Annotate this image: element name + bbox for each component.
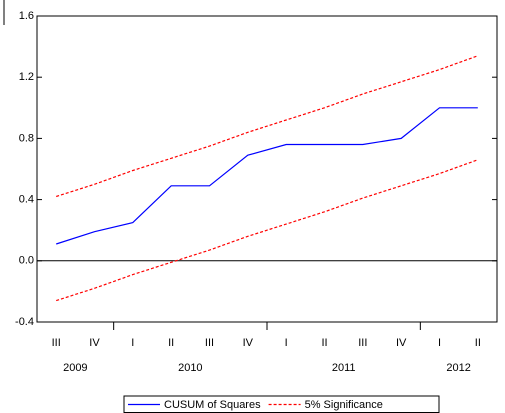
x-tick-label: IV xyxy=(243,337,254,349)
y-tick-label: 0.0 xyxy=(19,255,34,267)
x-tick-label: II xyxy=(168,337,174,349)
x-tick-label: IV xyxy=(89,337,100,349)
series-line xyxy=(56,159,479,302)
x-tick-label: II xyxy=(321,337,327,349)
legend-label: CUSUM of Squares xyxy=(164,399,261,411)
x-tick-label: I xyxy=(131,337,134,349)
x-tick-label: IV xyxy=(396,337,407,349)
x-tick-label: I xyxy=(438,337,441,349)
series-line xyxy=(56,55,479,198)
y-tick-label: 1.6 xyxy=(19,10,34,22)
year-label: 2011 xyxy=(332,362,356,374)
legend-label: 5% Significance xyxy=(305,399,383,411)
year-label: 2009 xyxy=(63,362,87,374)
series-line xyxy=(56,107,478,245)
x-tick-label: III xyxy=(52,337,61,349)
x-tick-label: I xyxy=(285,337,288,349)
plot-frame xyxy=(36,15,498,323)
y-tick-label: 0.4 xyxy=(19,194,34,206)
year-label: 2010 xyxy=(178,362,202,374)
y-tick-label: -0.4 xyxy=(15,316,34,328)
x-tick-label: III xyxy=(358,337,367,349)
x-tick-label: II xyxy=(475,337,481,349)
y-tick-label: 0.8 xyxy=(19,132,34,144)
y-tick-label: 1.2 xyxy=(19,71,34,83)
x-tick-label: III xyxy=(205,337,214,349)
year-label: 2012 xyxy=(446,362,470,374)
